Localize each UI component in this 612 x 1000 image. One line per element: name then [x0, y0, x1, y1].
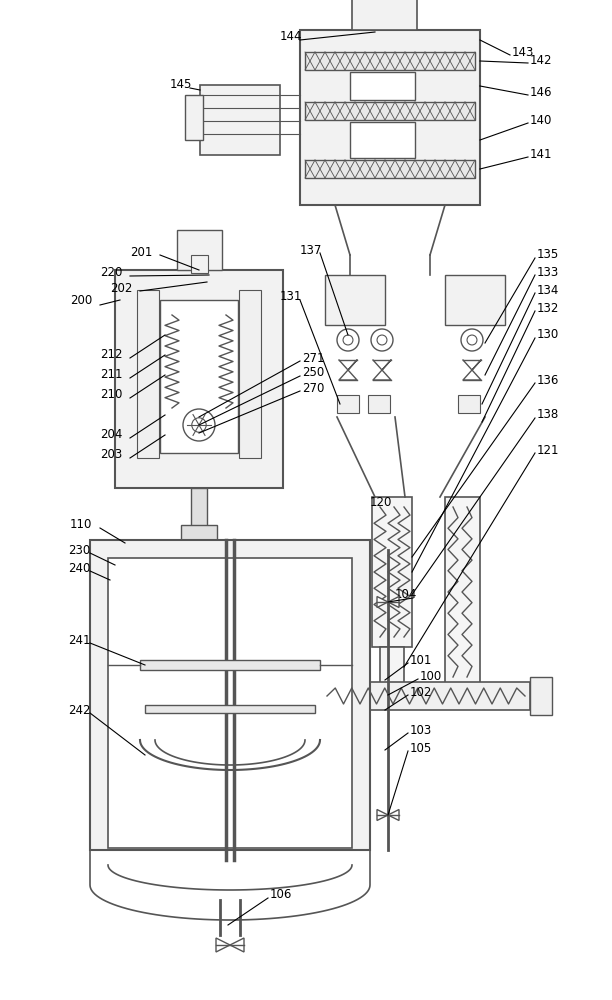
- Text: 201: 201: [130, 245, 152, 258]
- Polygon shape: [230, 938, 244, 952]
- Bar: [350, 72, 415, 100]
- Text: 240: 240: [68, 562, 91, 574]
- Bar: [181, 525, 217, 541]
- Circle shape: [192, 418, 206, 432]
- Bar: [191, 488, 207, 533]
- Text: 104: 104: [395, 588, 417, 601]
- Text: 144: 144: [280, 30, 302, 43]
- Text: 210: 210: [100, 388, 122, 401]
- Text: 132: 132: [537, 302, 559, 314]
- Polygon shape: [388, 596, 399, 607]
- Text: 100: 100: [420, 670, 442, 682]
- Text: 271: 271: [302, 352, 324, 364]
- Circle shape: [343, 335, 353, 345]
- Bar: [322, 682, 530, 710]
- Bar: [380, 647, 404, 687]
- Bar: [140, 660, 320, 670]
- Bar: [108, 558, 352, 848]
- Text: 142: 142: [530, 53, 553, 66]
- Text: 241: 241: [68, 634, 91, 647]
- Text: 242: 242: [68, 704, 91, 716]
- Bar: [305, 52, 475, 70]
- Circle shape: [371, 329, 393, 351]
- Bar: [458, 395, 480, 413]
- Text: 204: 204: [100, 428, 122, 442]
- Bar: [352, 0, 417, 30]
- Text: 220: 220: [100, 266, 122, 279]
- Bar: [325, 275, 385, 325]
- Bar: [305, 160, 475, 178]
- Text: 145: 145: [170, 79, 192, 92]
- Text: 131: 131: [280, 290, 302, 304]
- Text: 211: 211: [100, 368, 122, 381]
- Text: 138: 138: [537, 408, 559, 422]
- Bar: [115, 270, 283, 488]
- Bar: [137, 290, 159, 458]
- Text: 250: 250: [302, 366, 324, 379]
- Polygon shape: [388, 810, 399, 820]
- Text: 103: 103: [410, 724, 432, 736]
- Bar: [239, 290, 261, 458]
- Text: 110: 110: [70, 518, 92, 532]
- Text: 134: 134: [537, 284, 559, 296]
- Bar: [185, 95, 203, 140]
- Bar: [350, 122, 415, 158]
- Polygon shape: [216, 938, 230, 952]
- Bar: [445, 275, 505, 325]
- Text: 101: 101: [410, 654, 432, 666]
- Bar: [177, 230, 222, 270]
- Text: 141: 141: [530, 147, 553, 160]
- Circle shape: [183, 409, 215, 441]
- Text: 270: 270: [302, 381, 324, 394]
- Text: 130: 130: [537, 328, 559, 342]
- Text: 105: 105: [410, 742, 432, 754]
- Text: 136: 136: [537, 373, 559, 386]
- Text: 203: 203: [100, 448, 122, 462]
- Bar: [145, 705, 315, 713]
- Text: 102: 102: [410, 686, 432, 698]
- Text: 133: 133: [537, 265, 559, 278]
- Polygon shape: [377, 596, 388, 607]
- Text: 140: 140: [530, 113, 553, 126]
- Text: 120: 120: [370, 496, 392, 510]
- Circle shape: [377, 335, 387, 345]
- Bar: [530, 677, 552, 715]
- Circle shape: [461, 329, 483, 351]
- Text: 137: 137: [300, 243, 323, 256]
- Bar: [445, 497, 480, 687]
- Polygon shape: [377, 810, 388, 820]
- Bar: [337, 395, 359, 413]
- Text: 202: 202: [110, 282, 132, 294]
- Bar: [305, 102, 475, 120]
- Text: 135: 135: [537, 248, 559, 261]
- Text: 230: 230: [68, 544, 90, 556]
- Text: 143: 143: [512, 45, 534, 58]
- Bar: [90, 540, 370, 850]
- Text: 106: 106: [270, 888, 293, 902]
- Bar: [368, 395, 390, 413]
- Bar: [300, 30, 480, 205]
- Bar: [191, 255, 208, 273]
- Text: 146: 146: [530, 86, 553, 99]
- Circle shape: [337, 329, 359, 351]
- Bar: [200, 85, 280, 155]
- Text: 121: 121: [537, 444, 559, 456]
- Bar: [160, 300, 238, 453]
- Text: 212: 212: [100, 349, 122, 361]
- Bar: [372, 497, 412, 647]
- Circle shape: [467, 335, 477, 345]
- Text: 200: 200: [70, 294, 92, 306]
